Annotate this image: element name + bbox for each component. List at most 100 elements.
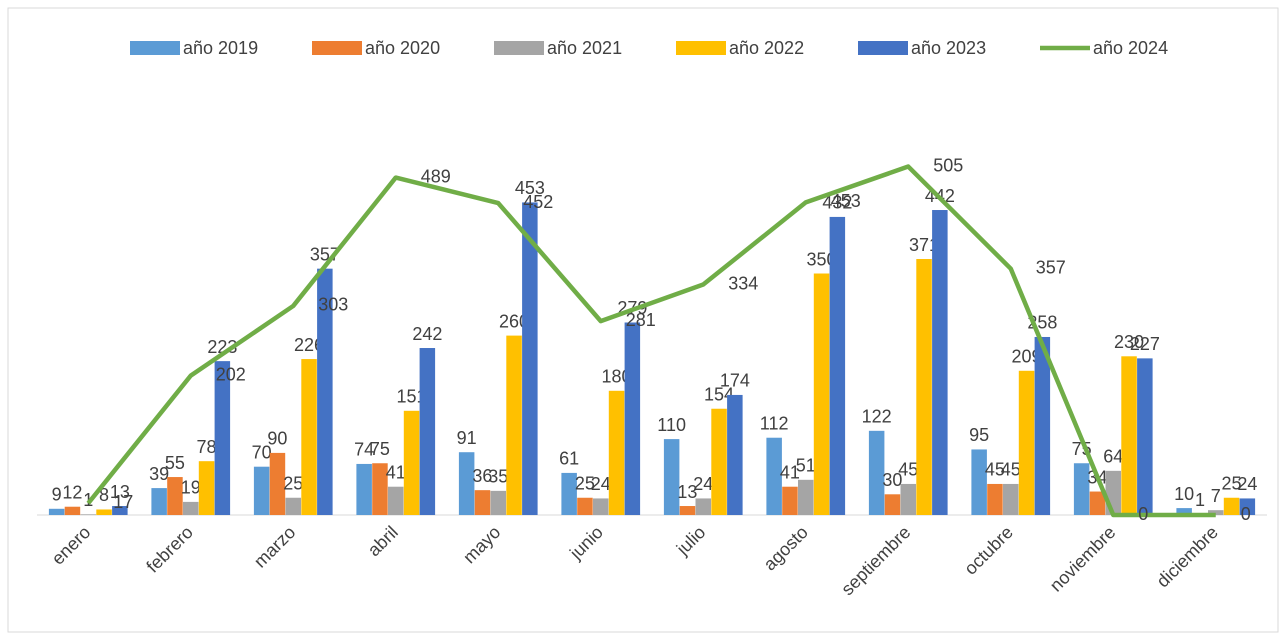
data-label: 17 bbox=[113, 492, 133, 512]
bar bbox=[1034, 336, 1051, 515]
legend-label: año 2022 bbox=[729, 38, 804, 58]
legend-swatch bbox=[858, 41, 908, 55]
data-label: 75 bbox=[370, 439, 390, 459]
data-label: 122 bbox=[862, 407, 892, 427]
bar bbox=[727, 394, 743, 515]
bar bbox=[490, 490, 506, 515]
data-label: 61 bbox=[559, 449, 579, 469]
data-label: 25 bbox=[575, 474, 595, 494]
data-label: 9 bbox=[52, 485, 62, 505]
data-label: 7 bbox=[1211, 486, 1221, 506]
legend-label: año 2019 bbox=[183, 38, 258, 58]
bar bbox=[1223, 497, 1240, 515]
data-label: 452 bbox=[523, 192, 553, 212]
data-label: 90 bbox=[267, 429, 287, 449]
data-label: 74 bbox=[354, 440, 374, 460]
data-label: 70 bbox=[252, 442, 272, 462]
chart-border bbox=[7, 7, 1279, 633]
data-label: 41 bbox=[780, 462, 800, 482]
data-label: 36 bbox=[472, 466, 492, 486]
data-label: 39 bbox=[149, 464, 169, 484]
bar bbox=[577, 497, 593, 515]
bar bbox=[561, 472, 577, 515]
bar bbox=[183, 501, 199, 515]
data-label: 432 bbox=[822, 193, 852, 213]
data-label: 0 bbox=[1241, 504, 1251, 524]
data-label: 51 bbox=[796, 456, 816, 476]
data-label: 35 bbox=[488, 467, 508, 487]
bar bbox=[372, 463, 388, 515]
data-label: 13 bbox=[110, 482, 130, 502]
bar bbox=[1208, 510, 1224, 515]
bar bbox=[167, 477, 183, 515]
data-label: 223 bbox=[207, 337, 237, 357]
bar bbox=[1239, 498, 1256, 515]
bar bbox=[711, 408, 727, 515]
legend-label: año 2023 bbox=[911, 38, 986, 58]
legend-swatch bbox=[494, 41, 544, 55]
bar bbox=[269, 452, 286, 515]
bar bbox=[506, 335, 522, 515]
data-label: 174 bbox=[720, 371, 750, 391]
bar bbox=[96, 509, 112, 515]
bar bbox=[1137, 358, 1153, 515]
bar bbox=[522, 202, 538, 515]
data-label: 78 bbox=[197, 437, 217, 457]
data-label: 24 bbox=[693, 474, 713, 494]
legend-swatch bbox=[312, 41, 362, 55]
bar bbox=[679, 506, 696, 515]
bar bbox=[388, 486, 404, 515]
data-label: 242 bbox=[412, 324, 442, 344]
legend-label: año 2020 bbox=[365, 38, 440, 58]
bar bbox=[1176, 508, 1192, 515]
bar bbox=[301, 359, 317, 515]
bar bbox=[474, 490, 491, 515]
data-label: 45 bbox=[898, 460, 918, 480]
bar bbox=[1003, 483, 1019, 515]
bar bbox=[868, 430, 885, 515]
data-label: 180 bbox=[602, 367, 632, 387]
data-label: 41 bbox=[386, 462, 406, 482]
bar bbox=[151, 488, 167, 515]
bar bbox=[813, 273, 830, 515]
bar bbox=[1018, 370, 1035, 515]
data-label: 334 bbox=[728, 273, 758, 293]
bar bbox=[798, 479, 814, 515]
bar bbox=[1121, 356, 1137, 515]
data-label: 110 bbox=[657, 415, 686, 435]
data-label: 227 bbox=[1130, 334, 1160, 354]
bar bbox=[285, 497, 301, 515]
data-label: 64 bbox=[1103, 447, 1123, 467]
bar bbox=[214, 361, 231, 515]
data-label: 303 bbox=[318, 295, 348, 315]
data-label: 91 bbox=[457, 428, 477, 448]
bar bbox=[971, 449, 987, 515]
data-label: 25 bbox=[1222, 474, 1242, 494]
data-label: 30 bbox=[882, 470, 902, 490]
data-label: 505 bbox=[933, 155, 963, 175]
data-label: 260 bbox=[499, 311, 529, 331]
bar bbox=[884, 494, 901, 515]
data-label: 0 bbox=[1138, 504, 1148, 524]
bar bbox=[356, 463, 372, 515]
bar bbox=[419, 348, 436, 515]
data-label: 24 bbox=[591, 474, 611, 494]
data-label: 25 bbox=[283, 474, 303, 494]
data-label: 1 bbox=[1195, 490, 1205, 510]
data-label: 453 bbox=[831, 191, 861, 211]
bar bbox=[916, 259, 932, 515]
bar bbox=[317, 268, 333, 515]
bar bbox=[695, 498, 711, 515]
data-label: 112 bbox=[760, 413, 789, 433]
legend-swatch bbox=[676, 41, 726, 55]
bar bbox=[403, 410, 420, 515]
bar bbox=[932, 210, 948, 515]
legend-label: año 2024 bbox=[1093, 38, 1168, 58]
bar bbox=[458, 452, 475, 515]
bar bbox=[829, 216, 846, 516]
data-label: 230 bbox=[1114, 332, 1144, 352]
bar bbox=[593, 498, 609, 515]
bar bbox=[900, 483, 916, 515]
bar bbox=[64, 506, 81, 515]
bar bbox=[663, 439, 680, 515]
